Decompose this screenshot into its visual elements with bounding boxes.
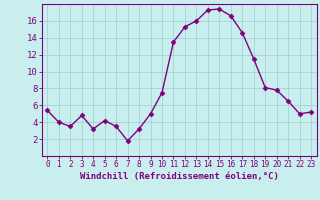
X-axis label: Windchill (Refroidissement éolien,°C): Windchill (Refroidissement éolien,°C)	[80, 172, 279, 181]
